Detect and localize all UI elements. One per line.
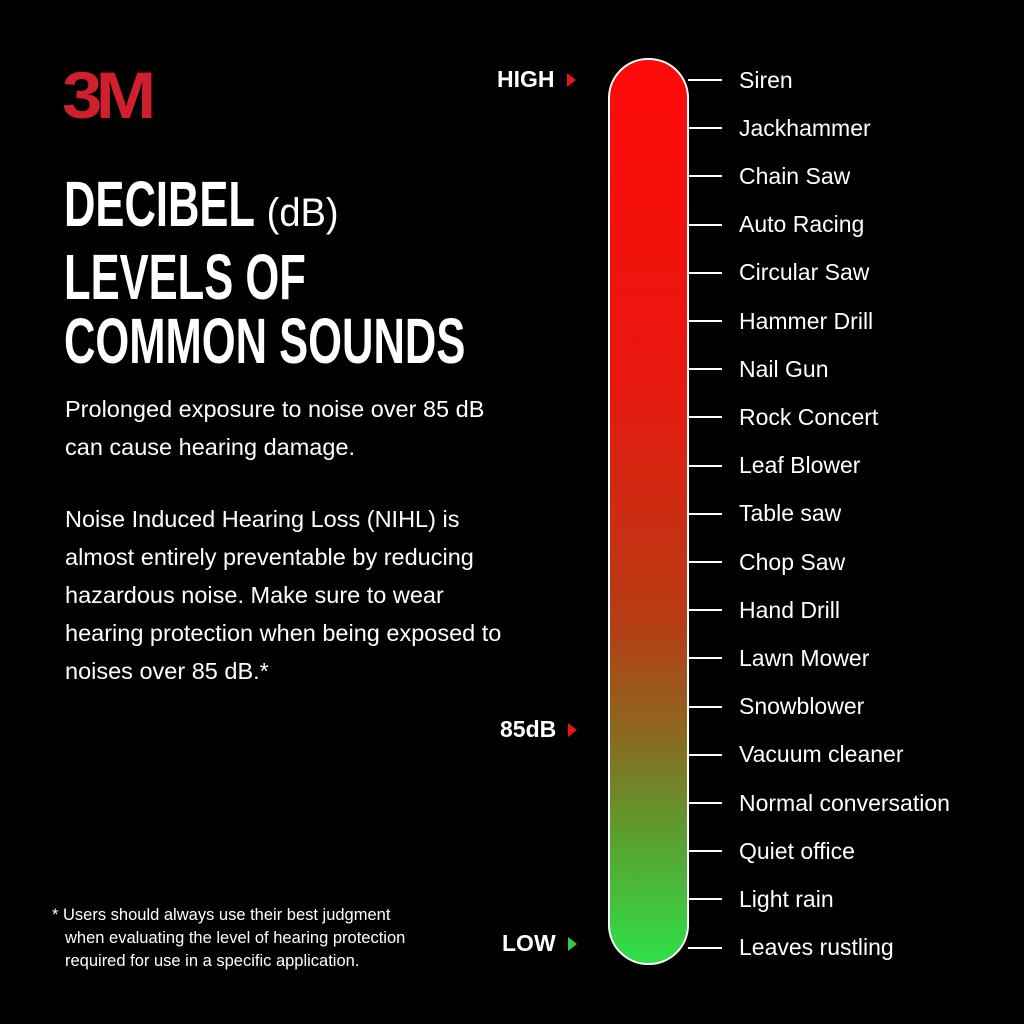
intro-paragraph: Prolonged exposure to noise over 85 dB c… [65,396,485,460]
sound-label: Table saw [739,500,842,527]
sound-label: Siren [739,66,793,93]
85db-marker: 85dB [500,716,578,743]
sound-label: Auto Racing [739,211,865,238]
sound-label: Chain Saw [739,162,851,189]
high-label: HIGH [497,66,555,92]
tick-mark [688,271,722,274]
sound-item: Leaf Blower [688,451,860,481]
tick-mark [688,753,722,756]
sound-label: Normal conversation [739,789,950,816]
sound-item: Leaves rustling [688,933,894,963]
sound-item: Rock Concert [688,402,878,432]
title-line: LEVELS OF [64,241,306,313]
sound-label: Jackhammer [739,114,871,141]
triangle-right-icon [567,936,577,951]
nihl-paragraph: Noise Induced Hearing Loss (NIHL) is alm… [65,506,502,684]
sound-item: Auto Racing [688,210,864,240]
tick-mark [688,609,722,612]
sound-item: Snowblower [688,692,864,722]
sound-item: Siren [688,65,793,95]
title-line: COMMON SOUNDS [64,305,466,377]
title-line: DECIBEL [64,168,255,240]
low-marker: LOW [502,930,577,957]
tick-mark [688,79,722,81]
sound-label: Nail Gun [739,355,829,382]
sound-item: Chop Saw [688,547,845,577]
sound-label: Chop Saw [739,548,846,575]
sound-item: Hammer Drill [688,306,873,336]
tick-mark [688,898,722,901]
tick-mark [688,368,722,371]
tick-mark [688,657,722,660]
footnote-line: * Users should always use their best jud… [52,906,391,924]
sound-item: Vacuum cleaner [688,740,904,770]
tick-mark [688,320,722,322]
footnote-line: required for use in a specific applicati… [65,952,360,970]
sound-label: Leaf Blower [739,452,861,479]
sound-item: Lawn Mower [688,643,869,673]
footnote-line: when evaluating the level of hearing pro… [65,929,406,947]
sound-label: Leaves rustling [739,934,894,961]
sound-label: Rock Concert [739,403,879,430]
sound-label: Lawn Mower [739,644,870,671]
sound-item: Chain Saw [688,161,850,191]
tick-mark [688,512,722,515]
sound-item: Light rain [688,884,834,914]
tick-mark [688,946,722,949]
sound-label: Hand Drill [739,596,840,623]
footnote: * Users should always use their best jud… [52,904,472,973]
sound-item: Nail Gun [688,354,828,384]
tick-mark [688,223,722,226]
3m-logo: 3M [62,58,156,132]
sound-item: Quiet office [688,836,855,866]
85db-label: 85dB [500,716,557,742]
low-label: LOW [502,930,556,956]
tick-mark [688,705,722,708]
tick-mark [688,802,722,804]
tick-mark [688,464,722,467]
tick-mark [688,127,722,130]
page-title: DECIBEL (dB) LEVELS OF COMMON SOUNDS [64,172,465,373]
tick-mark [688,850,722,853]
sound-label: Light rain [739,885,834,912]
tick-mark [688,416,722,419]
tick-mark [688,561,722,563]
title-unit: (dB) [266,191,339,235]
sound-item: Normal conversation [688,788,950,818]
sound-label: Circular Saw [739,259,870,286]
triangle-right-icon [566,72,576,87]
sound-item: Table saw [688,499,841,529]
triangle-right-icon [568,722,578,737]
sound-item: Jackhammer [688,113,871,143]
sound-item: Circular Saw [688,258,869,288]
sound-label: Vacuum cleaner [739,741,904,768]
decibel-scale-bar [608,58,689,965]
sound-label: Snowblower [739,693,865,720]
sound-item: Hand Drill [688,595,840,625]
tick-mark [688,175,722,178]
sound-label: Hammer Drill [739,307,874,334]
sound-label: Quiet office [739,837,855,864]
high-marker: HIGH [497,66,576,93]
